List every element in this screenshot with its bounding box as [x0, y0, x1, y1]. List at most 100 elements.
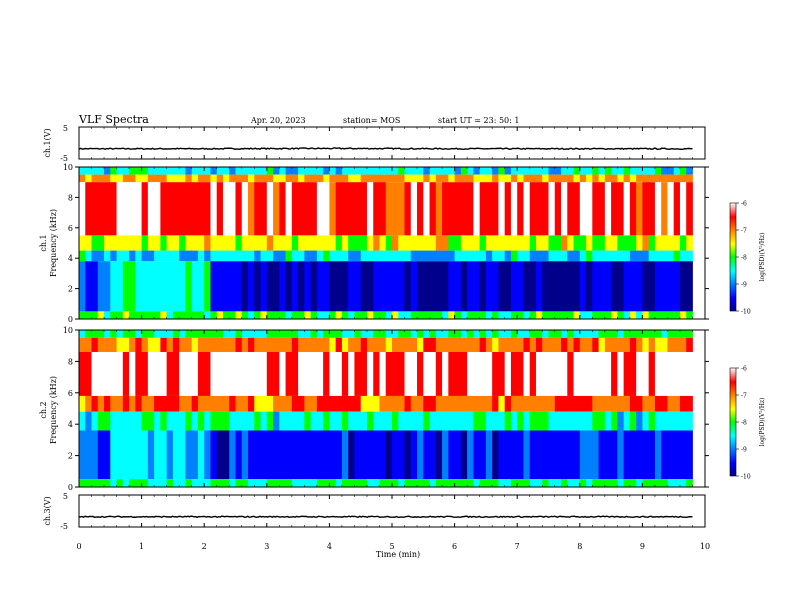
- spectrogram-cell: [298, 182, 305, 236]
- spectrogram-cell: [248, 250, 255, 262]
- spectrogram-cell: [360, 351, 368, 396]
- spectrogram-cell: [604, 479, 612, 487]
- spectrogram-cell: [323, 235, 330, 251]
- spectrogram-cell: [548, 167, 556, 175]
- spectrogram-cell: [373, 261, 380, 312]
- spectrogram-cell: [404, 174, 412, 183]
- spectrogram-cell: [636, 235, 643, 251]
- spectrogram-cell: [523, 250, 531, 262]
- spectrogram-cell: [542, 337, 549, 352]
- spectrogram-cell: [611, 311, 618, 319]
- spectrogram-cell: [467, 395, 474, 412]
- spectrogram-cell: [197, 235, 205, 251]
- spectrogram-cell: [410, 330, 418, 338]
- spectrogram-cell: [467, 167, 474, 175]
- colorbar-tick-label: -7: [741, 393, 747, 400]
- colorbar-tick-label: -9: [741, 282, 747, 289]
- spectrogram-cell: [329, 411, 337, 431]
- spectrogram-cell: [248, 311, 255, 319]
- spectrogram-cell: [147, 330, 155, 338]
- spectrogram-cell: [485, 174, 493, 183]
- spectrogram-cell: [567, 351, 574, 396]
- spectrogram-cell: [479, 182, 487, 236]
- spectrogram-cell: [335, 395, 343, 412]
- spectrogram-cell: [604, 235, 612, 251]
- spectrogram-cell: [341, 411, 349, 431]
- ch1-spectrogram-ylabel-freq: Frequency (kHz): [49, 209, 58, 277]
- spectrogram-cell: [636, 250, 643, 262]
- spectrogram-cell: [229, 337, 236, 352]
- spectrogram-cell: [298, 411, 305, 431]
- spectrogram-cell: [404, 311, 412, 319]
- spectrogram-cell: [154, 311, 161, 319]
- spectrogram-cell: [498, 261, 506, 312]
- spectrogram-cell: [166, 235, 174, 251]
- spectrogram-cell: [510, 479, 518, 487]
- spectrogram-cell: [254, 337, 261, 352]
- spectrogram-cell: [304, 330, 312, 338]
- spectrogram-cell: [160, 411, 168, 431]
- spectrogram-cell: [673, 337, 681, 352]
- spectrogram-cell: [298, 351, 305, 396]
- spectrogram-cell: [129, 311, 136, 319]
- spectrogram-cell: [310, 182, 318, 236]
- spectrogram-cell: [360, 479, 368, 487]
- spectrogram-cell: [366, 174, 374, 183]
- ch1-colorbar-ticks: -6 -7 -8 -9 -10: [736, 201, 751, 316]
- spectrogram-cell: [592, 337, 599, 352]
- spectrogram-cell: [485, 182, 493, 236]
- spectrogram-cell: [679, 479, 687, 487]
- spectrogram-cell: [97, 430, 105, 480]
- spectrogram-cell: [498, 235, 506, 251]
- spectrogram-cell: [611, 330, 618, 338]
- spectrogram-cell: [598, 235, 606, 251]
- spectrogram-cell: [248, 174, 255, 183]
- spectrogram-cell: [316, 250, 324, 262]
- colorbar-tick-label: -10: [741, 474, 751, 481]
- spectrogram-cell: [279, 411, 286, 431]
- spectrogram-cell: [629, 174, 637, 183]
- spectrogram-cell: [523, 411, 531, 431]
- spectrogram-cell: [479, 261, 487, 312]
- spectrogram-cell: [523, 395, 531, 412]
- spectrogram-cell: [235, 182, 243, 236]
- spectrogram-cell: [561, 330, 568, 338]
- spectrogram-cell: [510, 235, 518, 251]
- spectrogram-cell: [266, 182, 274, 236]
- spectrogram-cell: [248, 395, 255, 412]
- spectrogram-cell: [442, 250, 449, 262]
- spectrogram-cell: [498, 167, 506, 175]
- spectrogram-cell: [492, 174, 499, 183]
- spectrogram-cell: [229, 182, 236, 236]
- spectrogram-cell: [104, 182, 111, 236]
- spectrogram-cell: [673, 167, 681, 175]
- spectrogram-cell: [561, 411, 568, 431]
- spectrogram-cell: [91, 311, 99, 319]
- spectrogram-cell: [279, 337, 286, 352]
- spectrogram-cell: [285, 311, 293, 319]
- spectrogram-cell: [110, 411, 117, 431]
- spectrogram-cell: [529, 250, 537, 262]
- spectrogram-cell: [329, 337, 337, 352]
- spectrogram-cell: [442, 351, 449, 396]
- spectrogram-cell: [366, 411, 374, 431]
- spectrogram-cell: [404, 395, 412, 412]
- spectrogram-cell: [141, 235, 149, 251]
- spectrogram-cell: [241, 261, 249, 312]
- spectrogram-cell: [410, 250, 418, 262]
- spectrogram-cell: [679, 430, 687, 480]
- spectrogram-cell: [222, 411, 230, 431]
- spectrogram-cell: [254, 235, 261, 251]
- spectrogram-cell: [485, 235, 493, 251]
- spectrogram-cell: [473, 430, 481, 480]
- spectrogram-cell: [454, 311, 462, 319]
- spectrogram-cell: [141, 411, 149, 431]
- spectrogram-cell: [398, 261, 405, 312]
- spectrogram-cell: [510, 261, 518, 312]
- spectrogram-cell: [417, 261, 424, 312]
- spectrogram-cell: [460, 479, 468, 487]
- spectrogram-cell: [248, 167, 255, 175]
- ch2-spectrogram-ylabel-freq: Frequency (kHz): [49, 376, 58, 444]
- spectrogram-cell: [316, 351, 324, 396]
- spectrogram-cell: [79, 479, 86, 487]
